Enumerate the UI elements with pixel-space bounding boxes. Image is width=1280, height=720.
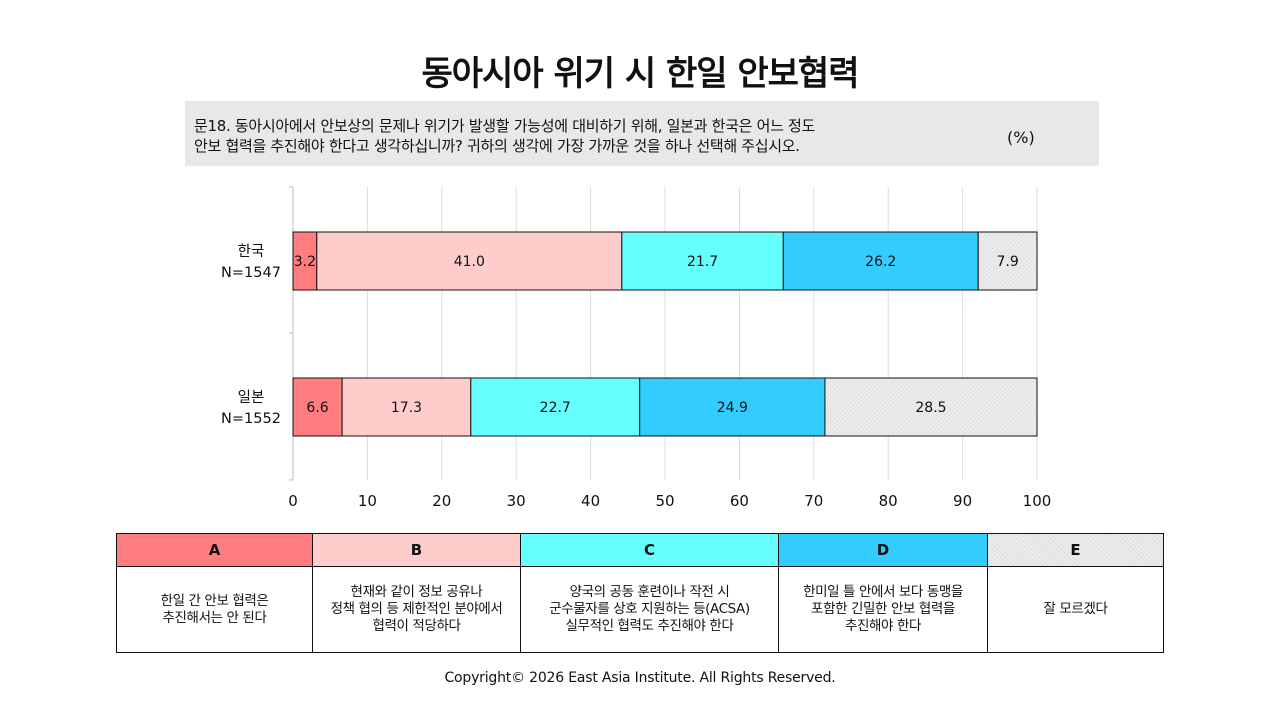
question-line-1: 문18. 동아시아에서 안보상의 문제나 위기가 발생할 가능성에 대비하기 위… [194,117,816,135]
bar-value-label: 26.2 [865,254,896,270]
x-tick-label: 0 [288,492,298,510]
category-n-label: N=1552 [221,411,281,427]
legend-key-a: A [117,534,312,567]
legend-description: 한일 간 안보 협력은 추진해서는 안 된다 [160,592,269,626]
copyright-text: Copyright© 2026 East Asia Institute. All… [444,670,836,686]
bar-value-label: 24.9 [717,400,748,416]
category-label: 일본 [238,389,265,406]
bar-segment-c [621,231,784,291]
page-title: 동아시아 위기 시 한일 안보협력 [421,54,860,94]
legend-column-c: C 양국의 공동 훈련이나 작전 시 군수물자를 상호 지원하는 등(ACSA) … [520,534,778,652]
bar-value-label: 3.2 [294,254,316,270]
legend-column-a: A 한일 간 안보 협력은 추진해서는 안 된다 [116,534,312,652]
bar-value-label: 28.5 [915,400,946,416]
bar-value-label: 41.0 [454,254,485,270]
x-tick-label: 70 [804,492,823,510]
bar-value-label: 7.9 [996,254,1018,270]
bar-segment-c [470,377,641,437]
category-label: 한국 [238,243,265,260]
bar-value-label: 21.7 [687,254,718,270]
legend-key-c: C [521,534,778,567]
x-tick-label: 60 [730,492,749,510]
question-box: 문18. 동아시아에서 안보상의 문제나 위기가 발생할 가능성에 대비하기 위… [185,101,1099,166]
legend-description: 잘 모르겠다 [1043,601,1108,617]
legend-description: 현재와 같이 정보 공유나 정책 협의 등 제한적인 분야에서 협력이 적당하다 [330,584,503,634]
unit-label: (%) [1007,128,1035,147]
legend-key-d: D [779,534,987,567]
legend-key-e: E [988,534,1163,567]
bar-value-label: 6.6 [306,400,328,416]
bar-segment-d [639,377,826,437]
bar-segment-e [977,231,1038,291]
bar-segment-b [341,377,472,437]
x-tick-label: 20 [432,492,451,510]
x-tick-label: 50 [655,492,674,510]
bar-segment-e [824,377,1038,437]
x-tick-label: 80 [879,492,898,510]
legend-column-b: B 현재와 같이 정보 공유나 정책 협의 등 제한적인 분야에서 협력이 적당하… [312,534,520,652]
x-tick-label: 90 [953,492,972,510]
x-tick-label: 10 [358,492,377,510]
bar-value-label: 22.7 [540,400,571,416]
question-line-2: 안보 협력을 추진해야 한다고 생각하십니까? 귀하의 생각에 가장 가까운 것… [194,137,800,155]
legend-column-e: E 잘 모르겠다 [987,534,1164,652]
legend-table: A 한일 간 안보 협력은 추진해서는 안 된다 B 현재와 같이 정보 공유나 정책… [116,533,1164,653]
legend-column-d: D 한미일 틀 안에서 보다 동맹을 포함한 긴밀한 안보 협력을 추진해야 한다 [778,534,987,652]
legend-description: 양국의 공동 훈련이나 작전 시 군수물자를 상호 지원하는 등(ACSA) 실… [549,584,750,634]
x-tick-label: 100 [1023,492,1052,510]
bar-segment-b [316,231,623,291]
x-tick-label: 30 [507,492,526,510]
legend-key-b: B [313,534,520,567]
category-n-label: N=1547 [221,265,281,281]
stacked-bar-chart: 0 10 20 30 40 50 60 70 80 90 100 3.2 41.0 21.7 26.2 7.9… [221,186,1052,510]
x-tick-label: 40 [581,492,600,510]
bar-value-label: 17.3 [391,400,422,416]
bar-segment-d [782,231,979,291]
legend-description: 한미일 틀 안에서 보다 동맹을 포함한 긴밀한 안보 협력을 추진해야 한다 [803,584,963,634]
